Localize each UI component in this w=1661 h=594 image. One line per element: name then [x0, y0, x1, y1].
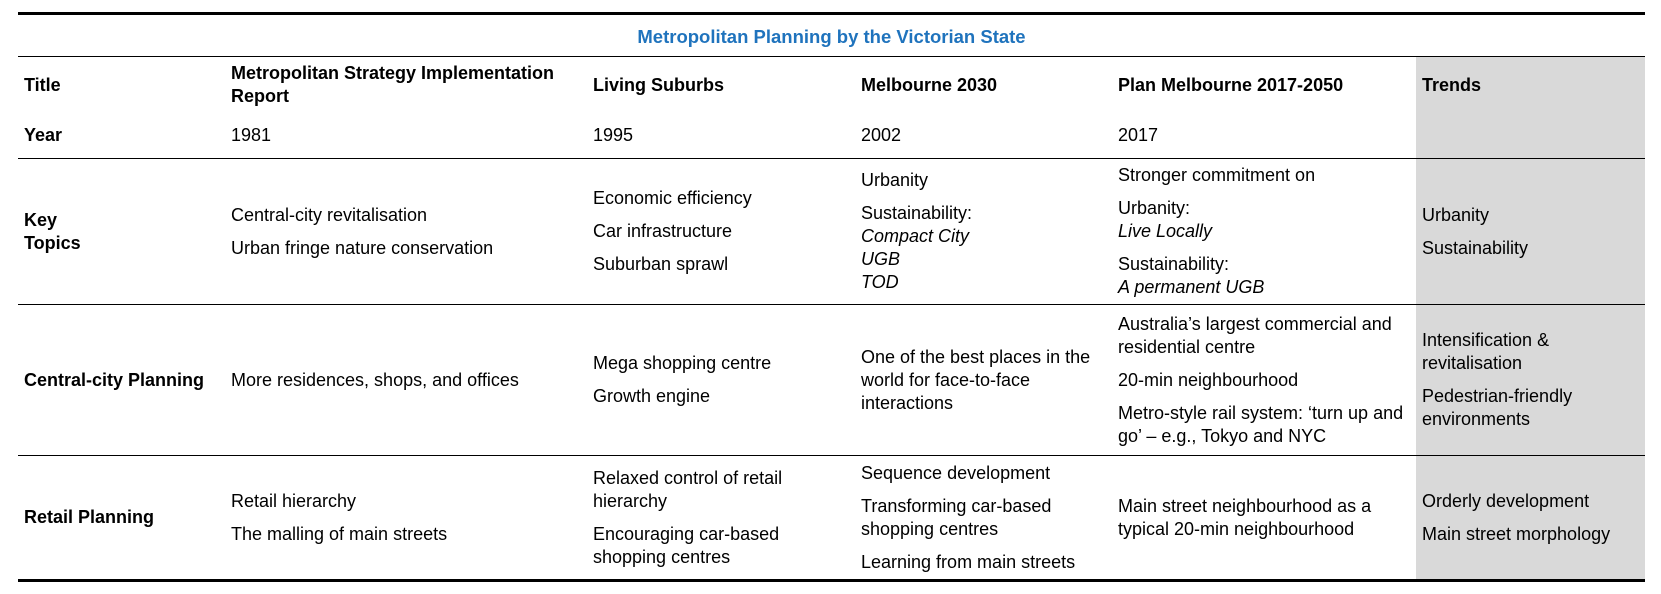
key-topics-row: Key Topics Central-city revitalisation U… — [18, 159, 1645, 305]
retail-2002: Sequence development Transforming car-ba… — [855, 456, 1112, 582]
list-item: Main street neighbourhood as a typical 2… — [1118, 495, 1372, 539]
list-item: The malling of main streets — [231, 523, 448, 544]
plan-year-1981: 1981 — [225, 113, 587, 159]
list-item: Retail hierarchy — [231, 490, 357, 511]
central-city-label: Central-city Planning — [18, 305, 225, 456]
trends-year-blank — [1416, 113, 1645, 159]
central-city-row: Central-city Planning More residences, s… — [18, 305, 1645, 456]
list-item: Economic efficiency — [593, 188, 752, 208]
list-item: Sustainability: A permanent UGB — [1118, 253, 1410, 299]
italic-term: UGB — [861, 249, 901, 269]
list-item: Pedestrian-friendly environments — [1422, 386, 1573, 429]
list-item: Intensification & revitalisation — [1422, 330, 1550, 373]
list-item: Central-city revitalisation — [231, 204, 428, 225]
key-topics-2017: Stronger commitment on Urbanity: Live Lo… — [1112, 159, 1416, 305]
title-label: Title — [24, 74, 61, 95]
list-item: Sustainability: Compact City UGB TOD — [861, 202, 1106, 294]
list-item: Urbanity: Live Locally — [1118, 197, 1410, 243]
list-item: Orderly development — [1422, 490, 1590, 511]
item-label: Urbanity: — [1118, 198, 1191, 218]
item-label: Sustainability: — [861, 203, 973, 223]
list-item: More residences, shops, and offices — [231, 369, 519, 390]
list-item: Sustainability — [1422, 237, 1529, 258]
key-topics-1995: Economic efficiency Car infrastructure S… — [587, 159, 855, 305]
planning-table: Metropolitan Planning by the Victorian S… — [18, 12, 1645, 582]
plan-title-1995: Living Suburbs — [593, 74, 725, 95]
list-item: Mega shopping centre — [593, 353, 772, 373]
central-city-1981: More residences, shops, and offices — [225, 305, 587, 456]
list-item: 20-min neighbourhood — [1118, 369, 1299, 390]
list-item: Encouraging car-based shopping centres — [593, 523, 780, 567]
list-item: Sequence development — [861, 462, 1051, 483]
title-row: Title Metropolitan Strategy Implementati… — [18, 57, 1645, 113]
plan-title-1981: Metropolitan Strategy Implementation Rep… — [231, 63, 555, 106]
plan-year-1995: 1995 — [587, 113, 855, 159]
retail-2017: Main street neighbourhood as a typical 2… — [1112, 456, 1416, 582]
list-item: Main street morphology — [1422, 523, 1611, 544]
list-item: Urbanity — [1422, 204, 1490, 225]
key-topics-2002: Urbanity Sustainability: Compact City UG… — [855, 159, 1112, 305]
year-row: Year 1981 1995 2002 2017 — [18, 113, 1645, 159]
list-item: Urban fringe nature conservation — [231, 237, 494, 258]
central-city-2017: Australia’s largest commercial and resid… — [1112, 305, 1416, 456]
plan-title-2002: Melbourne 2030 — [861, 74, 998, 95]
key-topics-label: Key Topics — [18, 159, 225, 305]
key-topics-trends: Urbanity Sustainability — [1416, 159, 1645, 305]
plan-year-2002: 2002 — [855, 113, 1112, 159]
list-item: Growth engine — [593, 386, 711, 406]
italic-term: Live Locally — [1118, 221, 1213, 241]
list-item: Australia’s largest commercial and resid… — [1118, 313, 1392, 357]
central-city-1995: Mega shopping centre Growth engine — [587, 305, 855, 456]
trends-header: Trends — [1416, 57, 1645, 113]
retail-1995: Relaxed control of retail hierarchy Enco… — [587, 456, 855, 582]
list-item: Urbanity — [861, 170, 929, 190]
italic-term: Compact City — [861, 226, 970, 246]
plan-title-2017: Plan Melbourne 2017-2050 — [1118, 74, 1344, 95]
key-topics-1981: Central-city revitalisation Urban fringe… — [225, 159, 587, 305]
list-item: One of the best places in the world for … — [861, 346, 1091, 413]
list-item: Car infrastructure — [593, 221, 733, 241]
list-item: Suburban sprawl — [593, 254, 729, 274]
plan-year-2017: 2017 — [1112, 113, 1416, 159]
retail-label: Retail Planning — [18, 456, 225, 582]
list-item: Relaxed control of retail hierarchy — [593, 467, 783, 511]
list-item: Stronger commitment on — [1118, 165, 1316, 185]
list-item: Learning from main streets — [861, 551, 1076, 572]
retail-row: Retail Planning Retail hierarchy The mal… — [18, 456, 1645, 582]
year-label: Year — [18, 113, 225, 159]
list-item: Metro-style rail system: ‘turn up and go… — [1118, 402, 1404, 446]
list-item: Transforming car-based shopping centres — [861, 495, 1052, 539]
table-caption: Metropolitan Planning by the Victorian S… — [18, 12, 1645, 57]
central-city-trends: Intensification & revitalisation Pedestr… — [1416, 305, 1645, 456]
retail-1981: Retail hierarchy The malling of main str… — [225, 456, 587, 582]
central-city-2002: One of the best places in the world for … — [855, 305, 1112, 456]
retail-trends: Orderly development Main street morpholo… — [1416, 456, 1645, 582]
italic-term: TOD — [861, 272, 899, 292]
item-label: Sustainability: — [1118, 254, 1230, 274]
italic-term: A permanent UGB — [1118, 277, 1265, 297]
